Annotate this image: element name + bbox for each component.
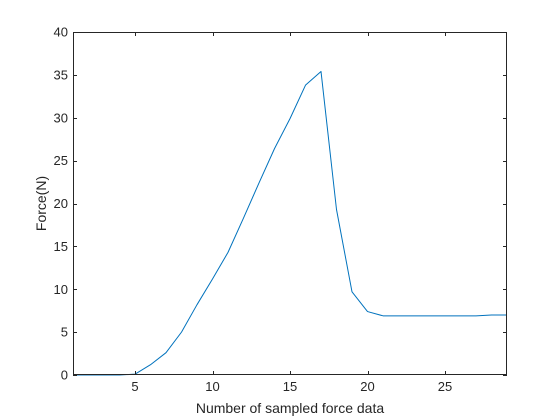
x-tick-label-10: 10 [205,379,219,394]
y-tick-label-0: 0 [61,368,68,383]
y-tick-label-25: 25 [54,153,68,168]
y-tick-label-20: 20 [54,196,68,211]
series-line-0 [73,70,507,376]
x-tick-label-5: 5 [131,379,138,394]
data-layer [73,70,507,376]
x-tick-label-20: 20 [360,379,374,394]
x-tick-label-15: 15 [283,379,297,394]
plot-area [73,32,507,375]
y-tick-label-10: 10 [54,282,68,297]
y-tick-label-35: 35 [54,67,68,82]
y-tick-label-30: 30 [54,110,68,125]
axes-layer: 5 10 15 20 25 0 5 10 15 20 25 30 35 40 [54,25,507,394]
x-tick-label-25: 25 [438,379,452,394]
y-tick-label-5: 5 [61,325,68,340]
x-axis-title: Number of sampled force data [196,400,385,416]
y-axis-title: Force(N) [33,176,49,231]
y-tick-label-15: 15 [54,239,68,254]
y-tick-label-40: 40 [54,25,68,40]
